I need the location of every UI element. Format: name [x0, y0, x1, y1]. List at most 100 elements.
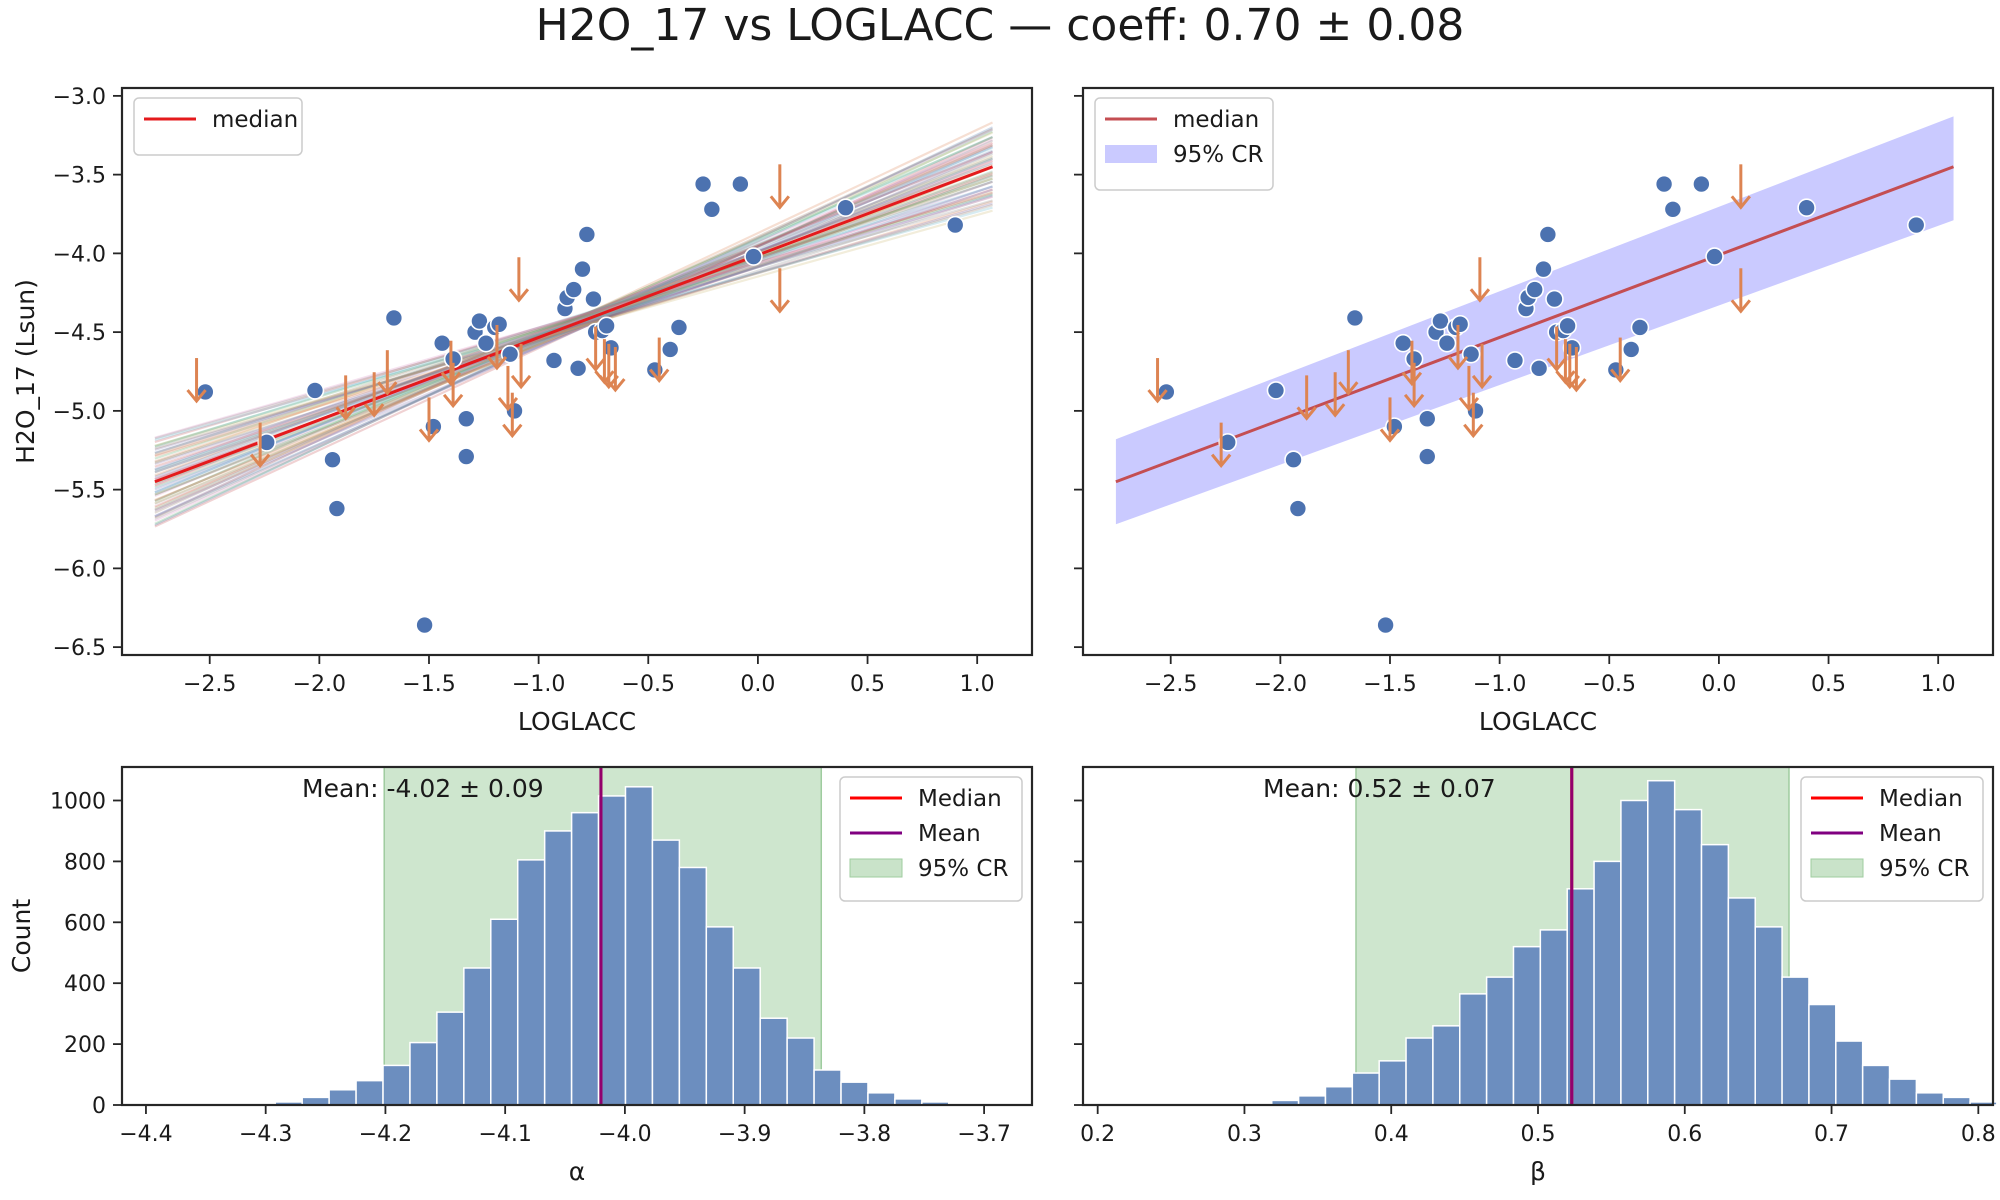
posterior-draw-line: [154, 209, 993, 447]
histogram-bar: [570, 811, 600, 1106]
y-tick-label: −3.5: [53, 164, 106, 189]
histogram-bar: [867, 1092, 896, 1106]
x-tick-label: 0.5: [1811, 672, 1846, 697]
histogram-bar: [382, 1064, 411, 1106]
x-tick-label: 0.5: [1521, 1122, 1556, 1147]
median-line: [154, 165, 994, 484]
histogram-bar: [409, 1041, 438, 1106]
legend-box: [1094, 97, 1274, 191]
data-point: [564, 280, 584, 299]
data-point: [489, 314, 509, 334]
legend: median 95% CR: [1094, 97, 1274, 191]
upper-limit-arrow: [1730, 268, 1751, 314]
posterior-draw-line: [154, 195, 993, 439]
data-point: [836, 198, 855, 217]
upper-limit-arrow: [1447, 324, 1469, 371]
legend-entry: Mean: [1879, 821, 1942, 847]
posterior-draw-line: [154, 170, 993, 489]
upper-limit-arrow: [249, 422, 271, 468]
histogram-bar: [624, 786, 654, 1106]
histogram-bar: [1378, 1060, 1407, 1106]
histogram-bar: [1996, 1102, 2000, 1106]
posterior-draw-line: [154, 174, 993, 485]
data-point: [1385, 417, 1404, 436]
histogram-bar: [1459, 993, 1488, 1106]
histogram-bar: [1351, 1072, 1380, 1106]
x-tick-label: −2.0: [1254, 672, 1307, 697]
posterior-draw-line: [154, 160, 993, 501]
data-point: [744, 247, 763, 266]
x-tick-label: −4.1: [478, 1122, 531, 1147]
posterior-draw-line: [154, 128, 993, 514]
histogram-bar: [597, 795, 627, 1106]
x-axis-label: β: [1530, 1157, 1546, 1186]
data-point: [1797, 198, 1816, 217]
histogram-bar: [759, 1017, 788, 1106]
data-point: [1417, 447, 1437, 466]
legend-entry: Mean: [918, 821, 981, 847]
upper-limit-arrow: [1379, 397, 1401, 443]
upper-limit-arrow: [1566, 347, 1587, 393]
data-point: [1417, 409, 1437, 429]
data-point: [415, 615, 434, 635]
posterior-draw-line: [154, 199, 993, 440]
x-tick-label: −2.0: [293, 672, 346, 697]
data-point: [476, 333, 496, 353]
histogram-bar: [1754, 926, 1783, 1106]
legend-entry: 95% CR: [1879, 856, 1969, 882]
scatter-panel-right: −2.5 −2.0 −1.5 −1.0 −0.5 0.0 0.5 1.0 LOGLACC medi…: [1074, 86, 1995, 736]
data-point: [1692, 174, 1711, 194]
histogram-bar: [543, 830, 573, 1106]
histogram-bar: [1781, 976, 1810, 1106]
legend-entry: 95% CR: [918, 856, 1008, 882]
upper-limit-arrow: [769, 164, 790, 210]
figure-title: H2O_17 vs LOGLACC — coeff: 0.70 ± 0.08: [536, 0, 1465, 51]
data-point: [1288, 499, 1308, 518]
posterior-draw-line: [154, 165, 993, 471]
data-point: [693, 174, 713, 194]
histogram-bar: [1808, 1003, 1837, 1106]
posterior-draw-line: [154, 188, 993, 466]
posterior-draw-line: [154, 191, 993, 443]
x-tick-label: −3.7: [957, 1122, 1010, 1147]
mean-annotation: Mean: 0.52 ± 0.07: [1263, 774, 1496, 803]
data-point: [1393, 333, 1413, 353]
legend: median: [133, 97, 303, 156]
x-tick-label: 1.0: [960, 672, 995, 697]
data-point: [1218, 433, 1238, 452]
upper-limit-arrow: [418, 397, 440, 443]
x-tick-label: −2.5: [1144, 672, 1197, 697]
data-point: [1345, 308, 1365, 328]
upper-limit-arrow: [1296, 375, 1317, 421]
data-point: [660, 340, 680, 359]
x-tick-label: −3.8: [838, 1122, 891, 1147]
upper-limit-arrow: [1403, 362, 1425, 409]
data-point: [384, 308, 404, 328]
histogram-bar: [732, 967, 761, 1106]
upper-limit-arrow: [1463, 392, 1484, 439]
x-tick-label: 0.0: [740, 672, 775, 697]
upper-limit-arrow: [364, 372, 385, 418]
data-point: [1906, 215, 1926, 235]
y-tick-label: −5.0: [53, 400, 106, 425]
x-tick-label: −4.0: [598, 1122, 651, 1147]
legend-entry: median: [212, 107, 298, 133]
histogram-bar: [651, 839, 681, 1106]
histogram-bar: [328, 1089, 357, 1106]
data-point: [731, 174, 750, 194]
posterior-draw-line: [154, 195, 993, 464]
data-point: [669, 318, 689, 337]
axes-frame: [1081, 86, 1995, 657]
posterior-draw-line: [154, 200, 993, 458]
upper-limit-arrow: [1610, 337, 1631, 383]
histogram-bar: [1727, 897, 1756, 1106]
upper-limit-arrow: [1325, 372, 1346, 418]
y-axis-label: H2O_17 (Lsun): [11, 279, 40, 464]
data-point: [323, 450, 342, 470]
data-point: [597, 316, 616, 336]
x-tick-label: −1.5: [402, 672, 455, 697]
y-tick-label: −6.0: [53, 557, 106, 582]
posterior-draw-line: [154, 157, 993, 496]
histogram-bar: [1593, 860, 1622, 1106]
data-point: [1545, 289, 1564, 309]
